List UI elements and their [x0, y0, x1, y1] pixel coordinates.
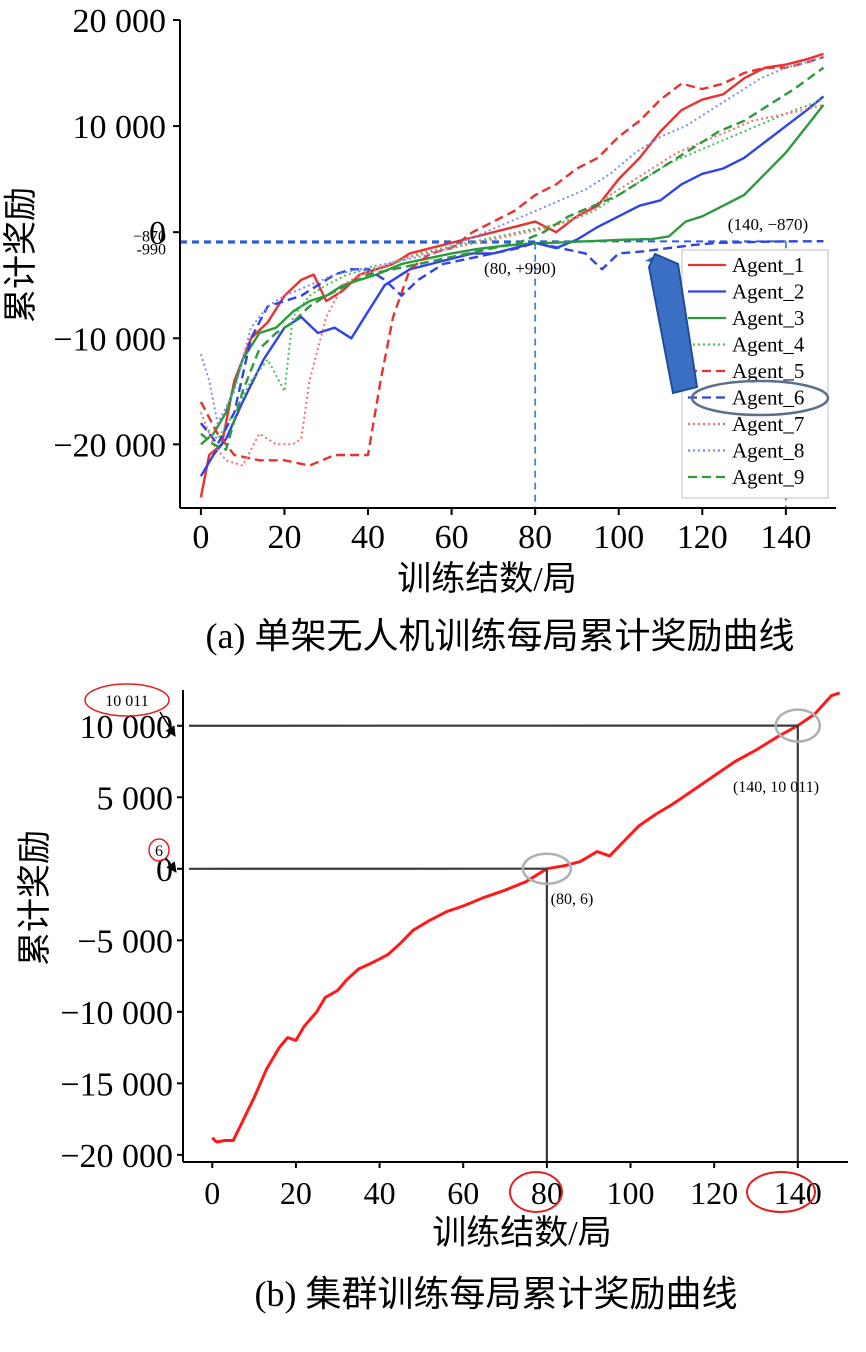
- point-ring-140: [774, 708, 822, 743]
- callout-ring-10011: [84, 683, 170, 717]
- legend-label: Agent_8: [732, 439, 804, 463]
- callout-ring-6: [148, 838, 170, 862]
- ref-label-a: -990: [137, 242, 166, 259]
- axes-a: [179, 20, 836, 509]
- series-line-agent-8: [199, 56, 824, 425]
- callout-10011: 10 011: [105, 693, 148, 710]
- chart-panel-a: 20 000 10 000 0 −10 000 −20 000 −870-990 0 20 4…: [2, 3, 836, 656]
- y-tick-label-a: −10 000: [53, 321, 166, 358]
- caption-b: (b) 集群训练每局累计奖励曲线: [255, 1274, 738, 1314]
- series-line-agent-1: [199, 52, 824, 498]
- x-tick-label-b: 40: [364, 1175, 396, 1211]
- series-group-a: [199, 52, 825, 498]
- y-tick-label-a: 10 000: [73, 109, 167, 146]
- series-line-agent-9: [200, 66, 825, 451]
- callout-arrow-10011: [159, 711, 176, 737]
- legend-label: Agent_1: [732, 253, 804, 277]
- x-tick-label-a: 100: [593, 519, 644, 556]
- y-tick-label-b: −20 000: [60, 1138, 173, 1175]
- callout-arrow-6: [165, 857, 177, 873]
- x-tick-label-b: 100: [607, 1175, 655, 1211]
- legend-label: Agent_9: [732, 465, 804, 489]
- x-axis-label-b: 训练结数/局: [432, 1214, 611, 1252]
- x-tick-label-a: 0: [192, 519, 209, 556]
- x-tick-label-a: 140: [760, 519, 811, 556]
- x-axis-label-a: 训练结数/局: [397, 560, 576, 598]
- legend-label: Agent_6: [732, 386, 804, 410]
- y-tick-label-a: −20 000: [53, 427, 166, 464]
- point-ring-80: [521, 852, 573, 885]
- series-group-b: [211, 691, 841, 1144]
- tick-ring-140: [746, 1171, 816, 1213]
- y-tick-label-b: −5 000: [77, 923, 173, 960]
- legend-highlight-ring: [690, 379, 830, 417]
- legend-label: Agent_5: [732, 359, 804, 383]
- x-tick-label-a: 120: [677, 519, 728, 556]
- series-line-agent-3: [200, 104, 825, 446]
- y-tick-label-a: 20 000: [73, 3, 167, 40]
- annotation-140: (140, −870): [728, 215, 808, 234]
- x-tick-label-b: 140: [774, 1175, 822, 1211]
- legend-label: Agent_2: [732, 280, 804, 304]
- annotation-80-6: (80, 6): [551, 891, 594, 908]
- series-line-agent-5: [199, 55, 824, 467]
- x-ticks-a: 0 20 40 60 80 100 120 140: [192, 508, 811, 556]
- y-tick-label-b: −15 000: [60, 1066, 173, 1103]
- axes-b: [182, 690, 848, 1163]
- x-tick-label-b: 20: [280, 1175, 312, 1211]
- tick-ring-80: [509, 1171, 563, 1213]
- series-line-cluster: [211, 691, 841, 1144]
- caption-a: (a) 单架无人机训练每局累计奖励曲线: [206, 616, 795, 656]
- ref-label-a: −870: [133, 228, 166, 245]
- y-tick-label-b: 5 000: [97, 780, 174, 817]
- legend-label: Agent_4: [732, 333, 805, 357]
- x-tick-label-b: 0: [204, 1175, 220, 1211]
- x-tick-label-a: 20: [267, 519, 301, 556]
- y-ticks-a: 20 000 10 000 0 −10 000 −20 000 −870-990: [53, 3, 180, 464]
- y-tick-label-b: 10 000: [80, 709, 174, 746]
- annotation-80: (80, +990): [484, 259, 556, 278]
- x-tick-label-b: 120: [690, 1175, 738, 1211]
- guide-lines-b: [188, 724, 799, 1162]
- y-axis-label-b: 累计奖励: [16, 830, 54, 966]
- series-line-agent-4: [200, 98, 824, 440]
- callout-6: 6: [155, 843, 163, 860]
- highlight-arrow: [645, 252, 699, 395]
- y-axis-label-a: 累计奖励: [2, 187, 40, 323]
- x-tick-label-a: 40: [351, 519, 385, 556]
- y-tick-label-b: −10 000: [60, 995, 173, 1032]
- y-tick-label-a: 0: [149, 215, 166, 252]
- legend-label: Agent_3: [732, 306, 804, 330]
- x-tick-label-b: 60: [447, 1175, 479, 1211]
- annotation-140-10011: (140, 10 011): [733, 779, 819, 796]
- x-tick-label-a: 60: [435, 519, 469, 556]
- x-ticks-b: 0 20 40 60 80 100 120 140: [204, 1162, 822, 1211]
- x-tick-label-a: 80: [518, 519, 552, 556]
